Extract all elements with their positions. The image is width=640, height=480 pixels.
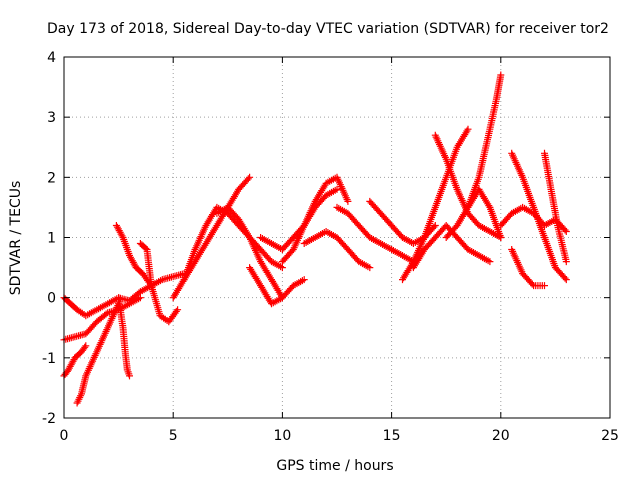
series-trace-3 (73, 300, 123, 407)
series-trace-11 (246, 264, 308, 308)
series-markers (300, 228, 374, 272)
chart-title: Day 173 of 2018, Sidereal Day-to-day VTE… (47, 21, 609, 37)
series-markers (60, 270, 188, 320)
series-trace-20 (464, 71, 505, 211)
series-trace-13 (278, 173, 352, 266)
series-trace-12 (257, 185, 341, 253)
series-markers (508, 246, 548, 290)
series-markers (541, 149, 570, 266)
series-markers (333, 203, 417, 266)
y-tick-label: 0 (47, 291, 56, 307)
series-trace-1 (60, 270, 188, 320)
series-markers (442, 185, 505, 241)
x-axis-label: GPS time / hours (276, 458, 393, 474)
series-trace-4 (60, 294, 144, 344)
series-trace-6 (112, 222, 155, 290)
y-tick-label: 2 (47, 170, 56, 186)
series-markers (115, 294, 133, 380)
x-tick-label: 5 (169, 428, 178, 444)
series-markers (112, 222, 155, 290)
x-tick-label: 25 (601, 428, 619, 444)
series-markers (169, 173, 254, 302)
series-trace-10 (213, 203, 286, 302)
series-markers (464, 71, 505, 211)
series-trace-24 (508, 246, 548, 290)
y-tick-label: -2 (42, 411, 56, 427)
series-trace-7 (136, 240, 182, 326)
series-markers (278, 173, 352, 266)
axis-ticks: 0 5 10 15 20 25 -2 -1 0 1 2 3 4 (42, 50, 619, 444)
series-markers (508, 149, 570, 284)
series-trace-19 (431, 131, 505, 241)
series-trace-14 (300, 228, 374, 272)
series-trace-25 (541, 149, 570, 266)
y-tick-label: -1 (42, 351, 56, 367)
series-markers (73, 300, 123, 407)
plot-area (60, 71, 570, 407)
x-tick-label: 20 (492, 428, 510, 444)
y-tick-label: 3 (47, 110, 56, 126)
x-tick-label: 0 (60, 428, 69, 444)
y-tick-label: 4 (47, 50, 56, 66)
y-axis-label: SDTVAR / TECUs (8, 181, 24, 296)
x-tick-label: 15 (383, 428, 401, 444)
series-markers (213, 203, 286, 302)
x-tick-label: 10 (273, 428, 291, 444)
series-markers (246, 264, 308, 308)
series-trace-15 (333, 203, 417, 266)
y-tick-label: 1 (47, 231, 56, 247)
series-trace-21 (442, 185, 505, 241)
series-markers (497, 203, 570, 235)
series-markers (136, 240, 182, 326)
series-markers (257, 185, 341, 253)
series-trace-5 (115, 294, 133, 380)
